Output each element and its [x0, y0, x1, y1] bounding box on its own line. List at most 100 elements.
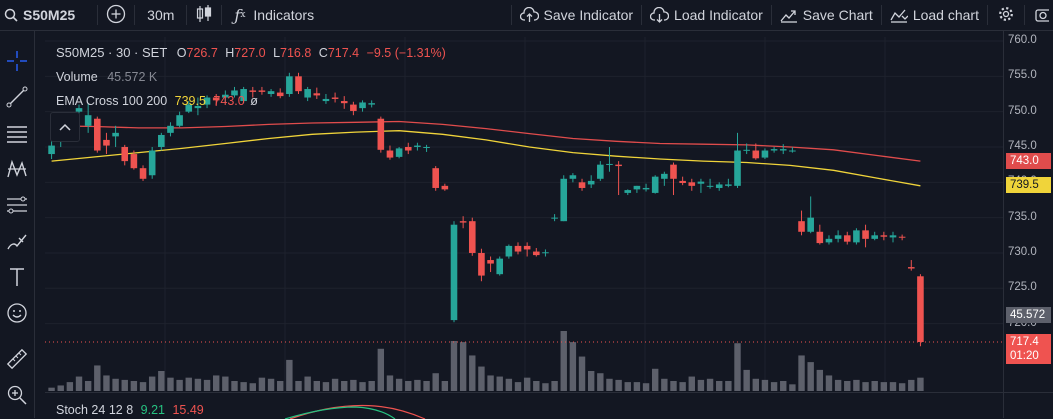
stochastic-pane[interactable]: Stoch 24 12 8 9.21 15.49: [45, 392, 1053, 419]
volume-bar: [880, 382, 888, 391]
stoch-d-value: 15.49: [172, 403, 204, 417]
collapse-legend-button[interactable]: [50, 112, 80, 142]
settings-icon[interactable]: ø: [250, 94, 258, 108]
horizontal-lines-tool[interactable]: [3, 119, 31, 147]
volume-bar: [231, 381, 238, 391]
measure-tool[interactable]: [3, 345, 31, 373]
volume-bar: [304, 376, 311, 391]
price-chart[interactable]: [45, 37, 1003, 392]
volume-bar: [597, 373, 604, 391]
volume-bar: [825, 375, 833, 391]
candle-body: [880, 235, 888, 237]
candle-body: [798, 221, 805, 232]
volume-bar: [761, 379, 769, 391]
volume-bar: [533, 381, 540, 391]
volume-bar: [642, 383, 650, 391]
divider: [880, 5, 882, 25]
load-chart-button[interactable]: Load chart: [882, 0, 987, 30]
chart-type-button[interactable]: [187, 0, 221, 30]
candle-body: [468, 221, 476, 253]
volume-bar: [112, 378, 119, 391]
save-indicator-button[interactable]: Save Indicator: [512, 0, 642, 30]
volume-bar: [578, 356, 586, 391]
volume-bar: [48, 387, 55, 391]
load-chart-label: Load chart: [912, 7, 979, 23]
volume-legend[interactable]: Volume 45.572 K: [56, 70, 157, 84]
volume-bar: [386, 375, 394, 391]
candle-body: [889, 235, 897, 238]
candle-body: [249, 90, 257, 92]
fib-tool[interactable]: [3, 191, 31, 219]
divider: [987, 5, 988, 25]
volume-bar: [789, 384, 796, 391]
candle-body: [48, 145, 55, 155]
save-indicator-label: Save Indicator: [543, 7, 634, 23]
candle-body: [258, 90, 266, 92]
snapshot-button[interactable]: [1025, 0, 1053, 30]
crosshair-tool[interactable]: [3, 47, 31, 75]
candle-body: [688, 182, 696, 186]
candle-body: [423, 146, 430, 148]
ema-legend[interactable]: EMA Cross 100 200 739.5 743.0 ø: [56, 94, 258, 108]
trend-line-tool[interactable]: [3, 83, 31, 111]
emoji-tool[interactable]: [3, 299, 31, 327]
candle-body: [697, 181, 705, 184]
volume-bar: [377, 348, 385, 391]
candle-body: [606, 163, 613, 165]
save-chart-button[interactable]: Save Chart: [772, 0, 881, 30]
candle-body: [203, 97, 211, 105]
pattern-tool[interactable]: [3, 155, 31, 183]
legend-title: S50M25 · 30 · SET: [56, 45, 168, 60]
camera-icon: [1035, 6, 1053, 25]
candle-body: [560, 178, 568, 222]
volume-bar: [84, 381, 92, 391]
price-tick-label: 725.0: [1008, 281, 1037, 294]
volume-bar: [889, 382, 897, 391]
candle-body: [340, 101, 348, 104]
text-tool[interactable]: [3, 263, 31, 291]
interval-button[interactable]: 30m: [135, 0, 186, 30]
candle-body: [578, 182, 586, 188]
volume-bar: [606, 378, 613, 391]
divider: [1024, 5, 1025, 25]
cloud-download-icon: [650, 7, 670, 23]
candle-body: [112, 132, 119, 137]
candle-body: [871, 235, 878, 239]
volume-tag: 45.572: [1006, 307, 1051, 323]
candle-body: [743, 149, 750, 151]
stochastic-lines: [284, 404, 426, 419]
close-price-tag: 717.4 01:20: [1006, 334, 1051, 364]
load-indicator-button[interactable]: Load Indicator: [642, 0, 771, 30]
brush-icon: [7, 234, 27, 250]
candle-body: [386, 150, 394, 158]
stoch-k-line: [284, 406, 396, 419]
compare-button[interactable]: [98, 0, 134, 30]
volume-bar: [834, 379, 842, 391]
settings-button[interactable]: [988, 0, 1024, 30]
zoom-tool[interactable]: [3, 381, 31, 409]
candle-body: [414, 145, 421, 147]
symbol-search[interactable]: S50M25: [0, 0, 83, 30]
volume-bar: [75, 376, 83, 391]
cloud-upload-icon: [519, 7, 539, 23]
save-chart-label: Save Chart: [802, 7, 873, 23]
add-circle-icon: [106, 4, 126, 27]
candle-body: [331, 97, 339, 99]
brush-tool[interactable]: [3, 227, 31, 255]
legend-change: −9.5 (−1.31%): [366, 46, 446, 60]
price-tick-label: 760.0: [1008, 34, 1037, 46]
candle-body: [295, 76, 302, 92]
candle-body: [816, 231, 824, 244]
volume-bar: [222, 376, 229, 391]
candle-body: [898, 236, 906, 238]
volume-bar: [651, 368, 659, 391]
candle-body: [615, 164, 622, 167]
candle-body: [706, 185, 714, 187]
volume-bar: [194, 378, 202, 391]
candle-body: [194, 106, 202, 109]
volume-bar: [185, 377, 192, 391]
volume-bar: [816, 369, 824, 391]
volume-bar: [624, 382, 631, 391]
price-tick-label: 755.0: [1008, 69, 1037, 82]
